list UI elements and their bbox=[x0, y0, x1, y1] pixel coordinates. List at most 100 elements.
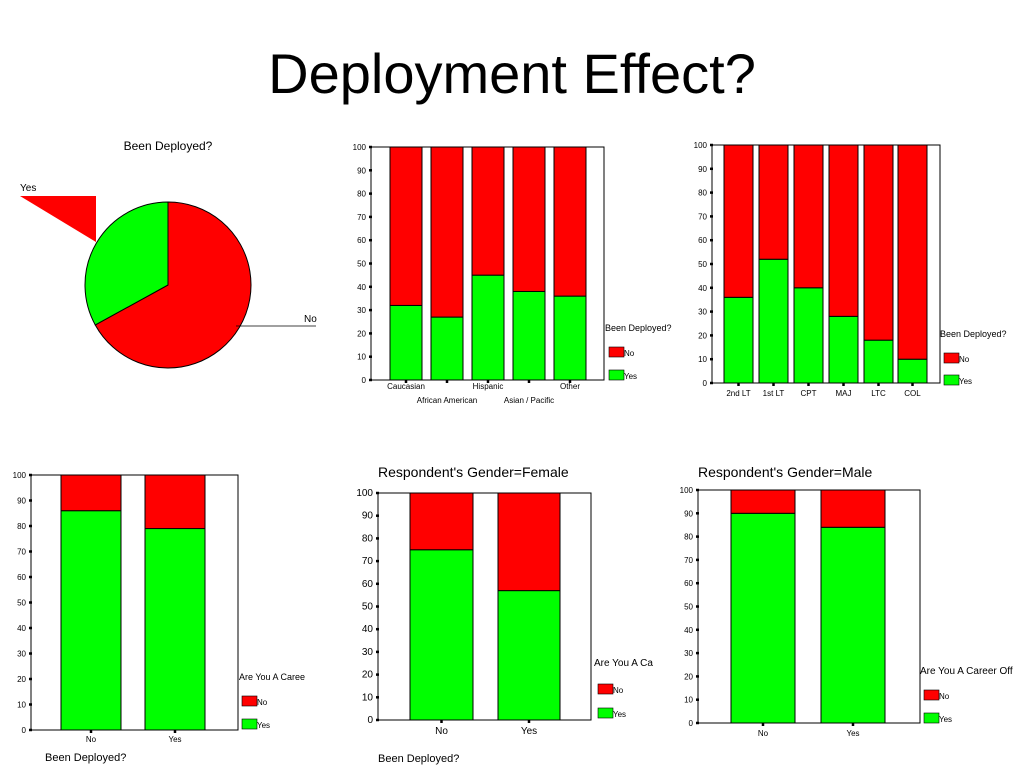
legend-swatch-no bbox=[597, 683, 614, 695]
y-tick-label: 40 bbox=[17, 624, 26, 633]
bar-no bbox=[793, 144, 824, 289]
y-tick-label: 10 bbox=[698, 355, 707, 364]
y-tick-label: 80 bbox=[698, 189, 707, 198]
bar-no bbox=[758, 144, 789, 260]
bar-yes bbox=[863, 339, 894, 384]
bar-no bbox=[430, 146, 464, 318]
bar-yes bbox=[409, 549, 474, 721]
x-category-label: Caucasian bbox=[387, 382, 425, 391]
y-tick-label: 60 bbox=[684, 579, 693, 588]
y-tick-label: 10 bbox=[684, 696, 693, 705]
y-tick-label: 100 bbox=[13, 471, 27, 480]
y-tick-label: 60 bbox=[17, 573, 26, 582]
x-category-label: MAJ bbox=[836, 389, 852, 398]
y-tick-label: 50 bbox=[17, 599, 26, 608]
y-tick-label: 20 bbox=[357, 329, 366, 338]
y-tick-label: 30 bbox=[17, 650, 26, 659]
legend-label-no: No bbox=[257, 698, 268, 707]
chart-1: Been Deployed? No Yes bbox=[20, 139, 317, 369]
y-tick-label: 30 bbox=[698, 308, 707, 317]
x-category-label: Yes bbox=[168, 735, 181, 744]
y-tick-label: 60 bbox=[362, 579, 374, 590]
x-axis-label: Been Deployed? bbox=[45, 752, 126, 764]
bar-yes bbox=[471, 274, 505, 381]
legend-label-no: No bbox=[613, 686, 624, 695]
x-category-label: 2nd LT bbox=[726, 389, 750, 398]
y-tick-label: 100 bbox=[353, 143, 367, 152]
bar-no bbox=[60, 474, 122, 512]
y-tick-label: 90 bbox=[684, 509, 693, 518]
x-category-label: 1st LT bbox=[763, 389, 785, 398]
y-tick-label: 70 bbox=[698, 212, 707, 221]
legend-title: Are You A Caree bbox=[239, 672, 305, 682]
bar-yes bbox=[553, 295, 587, 381]
bar-no bbox=[897, 144, 928, 360]
bar-yes bbox=[144, 528, 206, 731]
bar-no bbox=[828, 144, 859, 317]
pie-slice-no bbox=[94, 201, 252, 369]
legend-swatch-no bbox=[943, 352, 960, 364]
x-category-label: Other bbox=[560, 382, 580, 391]
y-tick-label: 0 bbox=[22, 726, 27, 735]
y-tick-label: 40 bbox=[362, 624, 374, 635]
x-category-label: No bbox=[758, 729, 769, 738]
bar-no bbox=[863, 144, 894, 341]
legend-swatch-yes bbox=[943, 374, 960, 386]
legend-swatch-no bbox=[608, 346, 625, 358]
pie-label-yes: Yes bbox=[20, 183, 36, 194]
y-tick-label: 30 bbox=[684, 649, 693, 658]
y-tick-label: 90 bbox=[17, 497, 26, 506]
bar-no bbox=[471, 146, 505, 276]
y-tick-label: 50 bbox=[357, 260, 366, 269]
y-tick-label: 30 bbox=[357, 306, 366, 315]
page-title: Deployment Effect? bbox=[268, 42, 756, 105]
bar-yes bbox=[389, 304, 423, 381]
y-tick-label: 0 bbox=[367, 715, 373, 726]
y-tick-label: 70 bbox=[17, 548, 26, 557]
y-tick-label: 50 bbox=[684, 603, 693, 612]
x-category-label: Yes bbox=[521, 726, 537, 737]
bar-no bbox=[553, 146, 587, 297]
bar-yes bbox=[897, 358, 928, 384]
bar-yes bbox=[828, 315, 859, 384]
pie-slice-yes bbox=[84, 201, 169, 326]
legend-label-no: No bbox=[939, 692, 950, 701]
bar-no bbox=[512, 146, 546, 292]
legend-swatch-yes bbox=[608, 369, 625, 381]
chart-title: Respondent's Gender=Male bbox=[698, 464, 872, 480]
y-tick-label: 30 bbox=[362, 647, 374, 658]
legend-swatch-no bbox=[923, 689, 940, 701]
y-tick-label: 70 bbox=[684, 556, 693, 565]
y-tick-label: 20 bbox=[684, 672, 693, 681]
chart-title: Respondent's Gender=Female bbox=[378, 464, 569, 480]
y-tick-label: 80 bbox=[17, 522, 26, 531]
y-tick-label: 80 bbox=[684, 533, 693, 542]
y-tick-label: 10 bbox=[357, 353, 366, 362]
y-tick-label: 40 bbox=[357, 283, 366, 292]
bar-yes bbox=[730, 512, 796, 724]
y-tick-label: 0 bbox=[689, 719, 694, 728]
y-tick-label: 100 bbox=[680, 486, 694, 495]
y-tick-label: 50 bbox=[362, 602, 374, 613]
y-tick-label: 60 bbox=[357, 236, 366, 245]
legend-swatch-yes bbox=[241, 718, 258, 730]
pie-label-no: No bbox=[304, 314, 317, 325]
y-tick-label: 90 bbox=[362, 511, 374, 522]
chart-6: Respondent's Gender=Male 0 10 20 30 40 50 60 70 8… bbox=[680, 464, 1013, 738]
chart-4: 0 10 20 30 40 50 60 70 80 90 100 No Yes Are You A Car… bbox=[13, 471, 305, 764]
bar-yes bbox=[758, 258, 789, 384]
y-tick-label: 20 bbox=[362, 670, 374, 681]
y-tick-label: 90 bbox=[357, 166, 366, 175]
x-category-label: African American bbox=[417, 396, 477, 405]
legend-title: Are You A Ca bbox=[594, 658, 653, 669]
chart-2: 0 10 20 30 40 50 60 70 80 90 100 Caucasian African A… bbox=[353, 143, 672, 405]
y-tick-label: 20 bbox=[17, 675, 26, 684]
x-category-label: Yes bbox=[846, 729, 859, 738]
chart-title: Been Deployed? bbox=[124, 139, 213, 153]
legend-label-yes: Yes bbox=[257, 721, 270, 730]
bar-yes bbox=[60, 510, 122, 731]
y-tick-label: 70 bbox=[362, 556, 374, 567]
legend-title: Been Deployed? bbox=[940, 329, 1007, 339]
x-category-label: CPT bbox=[801, 389, 817, 398]
chart-3: 0 10 20 30 40 50 60 70 80 90 100 2nd LT 1st LT CPT MAJ… bbox=[694, 141, 1007, 398]
